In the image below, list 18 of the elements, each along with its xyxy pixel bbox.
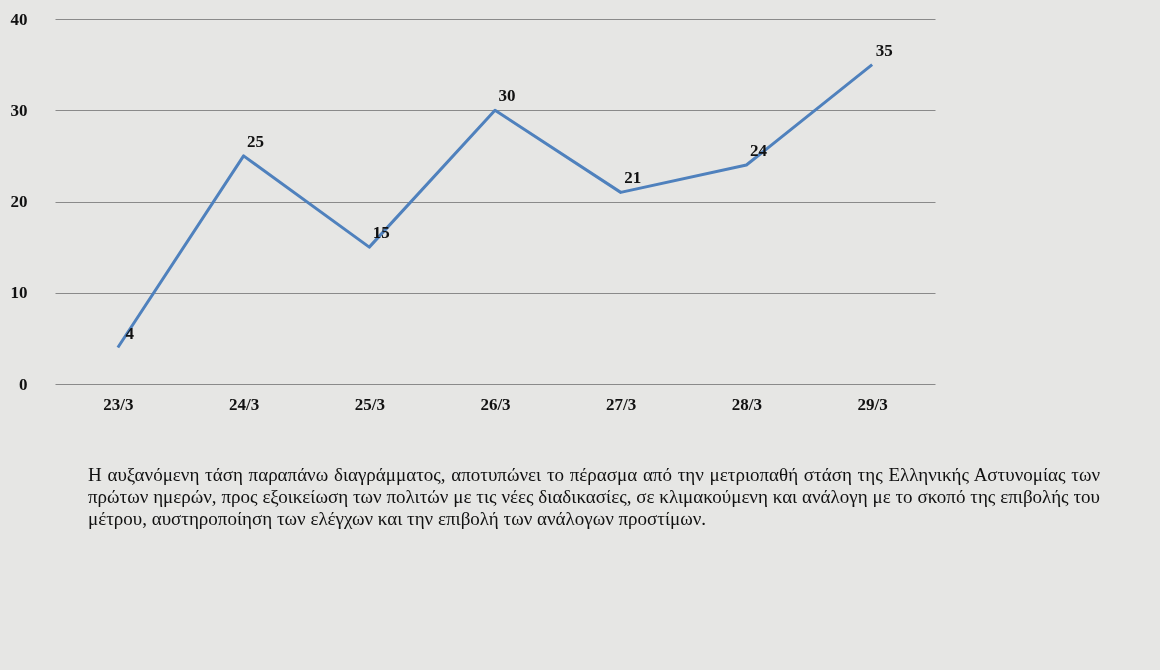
x-tick-label: 29/3: [857, 394, 888, 414]
data-label: 35: [875, 40, 893, 60]
y-tick-label: 40: [10, 9, 28, 29]
data-label: 21: [624, 168, 642, 188]
x-tick-label: 23/3: [103, 394, 134, 414]
x-tick-label: 27/3: [606, 394, 637, 414]
data-label: 30: [498, 86, 516, 106]
x-tick-label: 28/3: [731, 394, 763, 414]
data-label: 25: [247, 131, 265, 151]
y-tick-label: 0: [19, 374, 28, 394]
text: Η αυξανόμενη τάση παραπάνω διαγράμματος, αποτυπώνει το πέρασμα από την μετριοπαθή στάση της Ελληνικής Αστυνομίας των πρώτων ημερών, προς εξοικείωση των πολιτών με τις νέες διαδικασίες, σε κλιμακούμενη και ανάλογη με το σκοπό της επιβολής του μέτρου, αυστηροποίηση των ελέγχων και την επιβολή των ανάλογων προστίμων.: [88, 464, 1100, 530]
y-tick-label: 20: [10, 192, 28, 211]
y-tick-label: 10: [10, 283, 28, 303]
x-tick-label: 25/3: [354, 394, 385, 414]
x-tick-label: 24/3: [228, 394, 260, 414]
y-tick-label: 30: [10, 100, 28, 120]
x-tick-label: 26/3: [480, 394, 511, 414]
line-series: [116, 63, 874, 349]
